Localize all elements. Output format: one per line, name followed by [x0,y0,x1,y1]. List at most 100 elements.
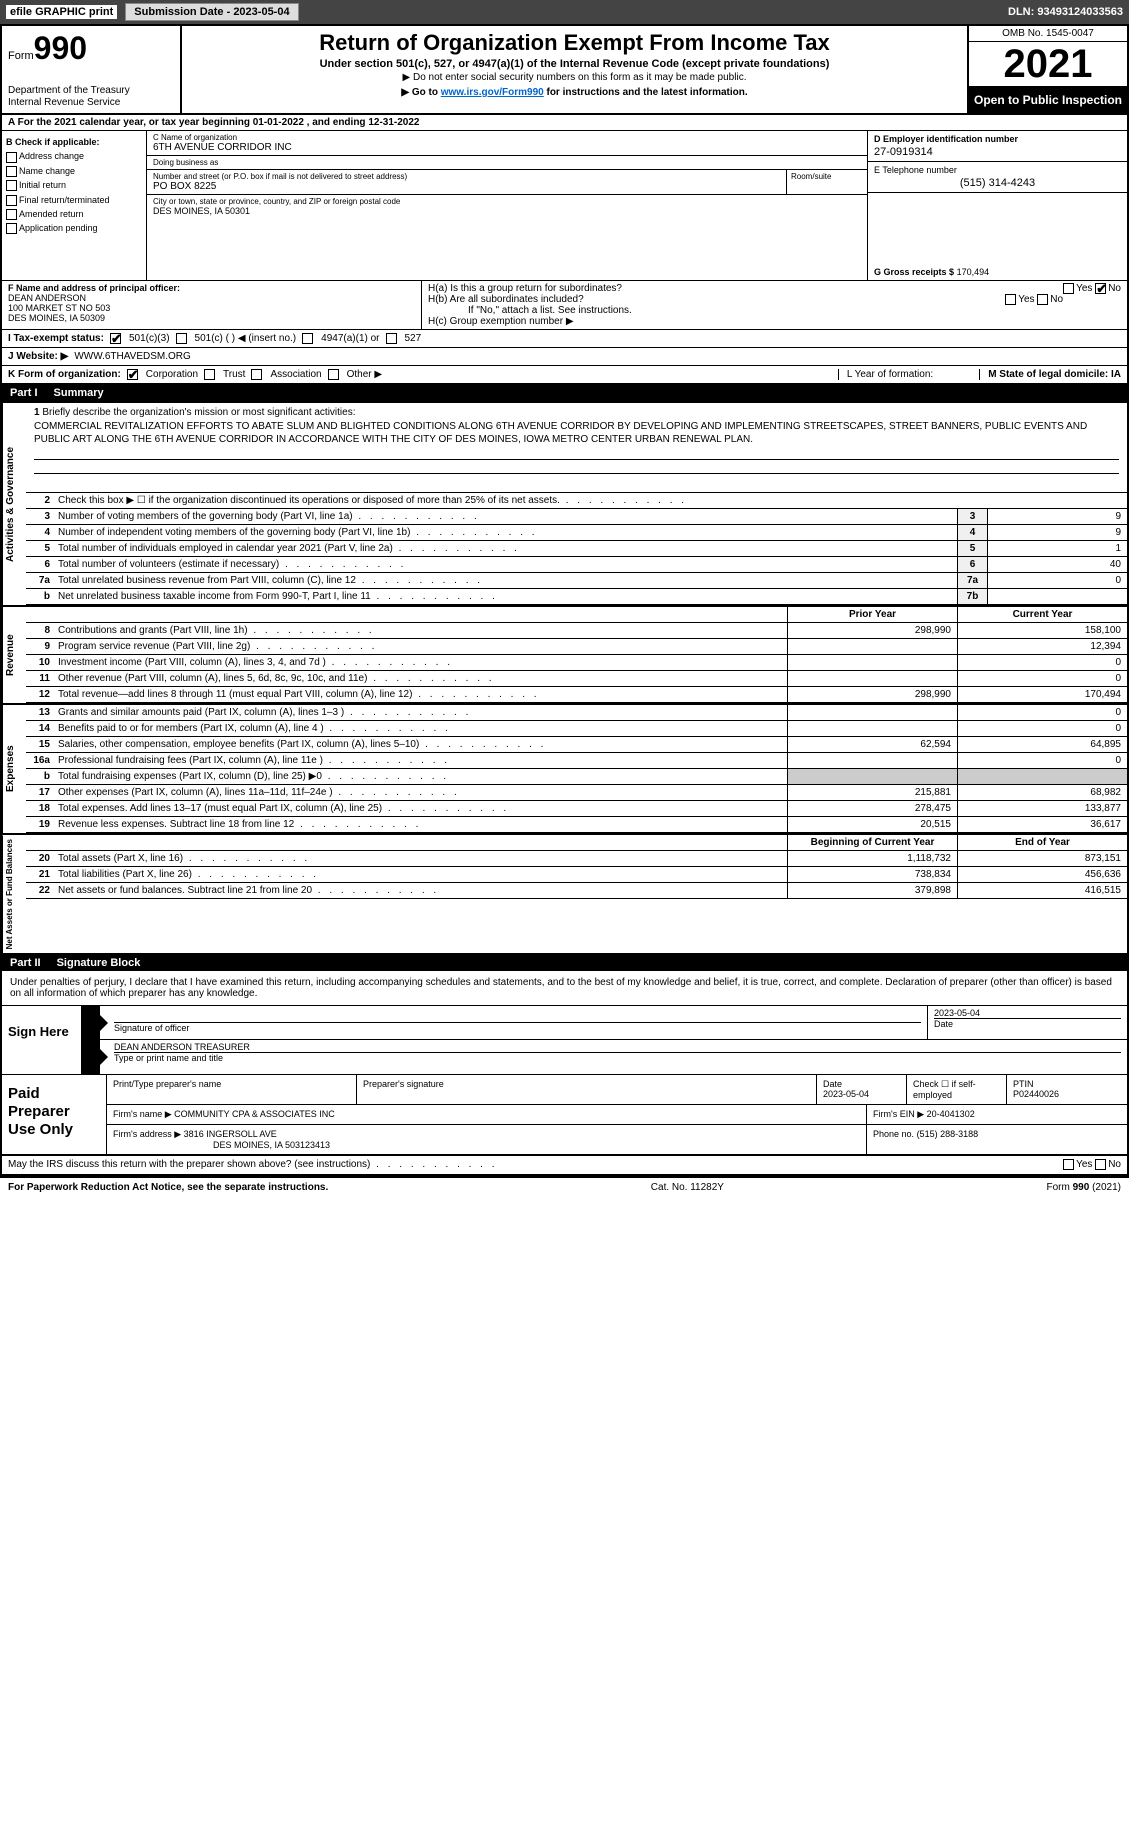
form-subtitle-2: ▶ Do not enter social security numbers o… [202,72,947,83]
side-gov-label: Activities & Governance [2,403,26,605]
checkbox-icon[interactable] [302,333,313,344]
sig-officer-field: Signature of officer [100,1006,927,1039]
sig-date-label: Date [934,1018,1121,1029]
prior-value: 298,990 [787,623,957,638]
officer-label: F Name and address of principal officer: [8,283,415,293]
section-bcd: B Check if applicable: Address change Na… [2,131,1127,281]
row-text: Net assets or fund balances. Subtract li… [54,883,787,898]
checkbox-checked-icon[interactable] [1095,283,1106,294]
table-row: b Total fundraising expenses (Part IX, c… [26,769,1127,785]
prior-value [787,753,957,768]
col-b-checkboxes: B Check if applicable: Address change Na… [2,131,147,280]
opt-other: Other ▶ [347,369,382,380]
row-num: 4 [26,525,54,540]
omb-number: OMB No. 1545-0047 [969,26,1127,42]
prior-value [787,721,957,736]
arrow-icon [82,1006,100,1039]
row-num: 21 [26,867,54,882]
row-text: Professional fundraising fees (Part IX, … [54,753,787,768]
irs-link[interactable]: www.irs.gov/Form990 [441,87,544,98]
opt-corp: Corporation [146,369,198,380]
prior-value: 738,834 [787,867,957,882]
sub3-pre: ▶ Go to [401,87,440,98]
blank-line [34,474,1119,488]
curr-value: 0 [957,721,1127,736]
checkbox-icon[interactable] [251,369,262,380]
row-text: Program service revenue (Part VIII, line… [54,639,787,654]
curr-value: 0 [957,671,1127,686]
footer: For Paperwork Reduction Act Notice, see … [0,1178,1129,1197]
prep-self-employed: Check ☐ if self-employed [907,1075,1007,1104]
row-text: Other revenue (Part VIII, column (A), li… [54,671,787,686]
checkbox-icon[interactable] [1063,283,1074,294]
prior-value: 379,898 [787,883,957,898]
website-value: WWW.6THAVEDSM.ORG [74,351,190,362]
curr-value: 36,617 [957,817,1127,832]
m-state-label: M State of legal domicile: IA [979,369,1121,380]
gov-row: 4 Number of independent voting members o… [26,525,1127,541]
col-h: H(a) Is this a group return for subordin… [422,281,1127,329]
submission-date-button[interactable]: Submission Date - 2023-05-04 [125,3,298,21]
firm-addr-cell: Firm's address ▶ 3816 INGERSOLL AVE DES … [107,1125,867,1154]
checkbox-icon[interactable] [176,333,187,344]
row-text: Investment income (Part VIII, column (A)… [54,655,787,670]
row-j: J Website: ▶ WWW.6THAVEDSM.ORG [2,348,1127,366]
row-num: 16a [26,753,54,768]
checkbox-icon[interactable] [6,152,17,163]
row-num: 15 [26,737,54,752]
gov-row: 7a Total unrelated business revenue from… [26,573,1127,589]
expenses-section: Expenses 13 Grants and similar amounts p… [2,703,1127,833]
table-row: 11 Other revenue (Part VIII, column (A),… [26,671,1127,687]
opt-trust: Trust [223,369,245,380]
row-box: 6 [957,557,987,572]
checkbox-icon[interactable] [6,166,17,177]
street-row: Number and street (or P.O. box if mail i… [147,170,867,195]
officer-name: DEAN ANDERSON [8,293,415,303]
checkbox-icon[interactable] [6,223,17,234]
checkbox-icon[interactable] [386,333,397,344]
row-text: Revenue less expenses. Subtract line 18 … [54,817,787,832]
h-b-note: If "No," attach a list. See instructions… [428,305,1121,316]
street-value: PO BOX 8225 [153,181,780,192]
checkbox-checked-icon[interactable] [110,333,121,344]
gross-cell: G Gross receipts $ 170,494 [868,193,1127,280]
row-value: 9 [987,509,1127,524]
checkbox-icon[interactable] [1095,1159,1106,1170]
org-name-box: C Name of organization 6TH AVENUE CORRID… [147,131,867,156]
table-row: 17 Other expenses (Part IX, column (A), … [26,785,1127,801]
row-text: Total number of individuals employed in … [54,541,957,556]
table-row: 8 Contributions and grants (Part VIII, l… [26,623,1127,639]
blank-line [34,446,1119,460]
officer-addr1: 100 MARKET ST NO 503 [8,303,415,313]
checkbox-icon[interactable] [1037,294,1048,305]
checkbox-icon[interactable] [6,209,17,220]
curr-value: 0 [957,655,1127,670]
form-title: Return of Organization Exempt From Incom… [202,30,947,56]
k-label: K Form of organization: [8,369,121,380]
row-num: b [26,769,54,784]
side-rev-label: Revenue [2,607,26,703]
checkbox-checked-icon[interactable] [127,369,138,380]
checkbox-icon[interactable] [1063,1159,1074,1170]
row-text: Total unrelated business revenue from Pa… [54,573,957,588]
table-row: 10 Investment income (Part VIII, column … [26,655,1127,671]
row-text: Salaries, other compensation, employee b… [54,737,787,752]
sig-officer-label: Signature of officer [114,1022,921,1033]
checkbox-icon[interactable] [1005,294,1016,305]
checkbox-icon[interactable] [328,369,339,380]
footer-right: Form 990 (2021) [1047,1182,1121,1193]
sig-date-field: 2023-05-04 Date [927,1006,1127,1039]
gov-row: 5 Total number of individuals employed i… [26,541,1127,557]
checkbox-icon[interactable] [6,195,17,206]
row-box: 7b [957,589,987,604]
phone-value: (515) 314-4243 [874,177,1121,189]
curr-value: 0 [957,705,1127,720]
rev-header-row: Prior Year Current Year [26,607,1127,623]
opt-501c3: 501(c)(3) [129,333,170,344]
checkbox-icon[interactable] [204,369,215,380]
row-i: I Tax-exempt status: 501(c)(3) 501(c) ( … [2,330,1127,348]
prior-value [787,705,957,720]
row-text: Benefits paid to or for members (Part IX… [54,721,787,736]
sign-here-table: Sign Here Signature of officer 2023-05-0… [2,1006,1127,1075]
checkbox-icon[interactable] [6,180,17,191]
